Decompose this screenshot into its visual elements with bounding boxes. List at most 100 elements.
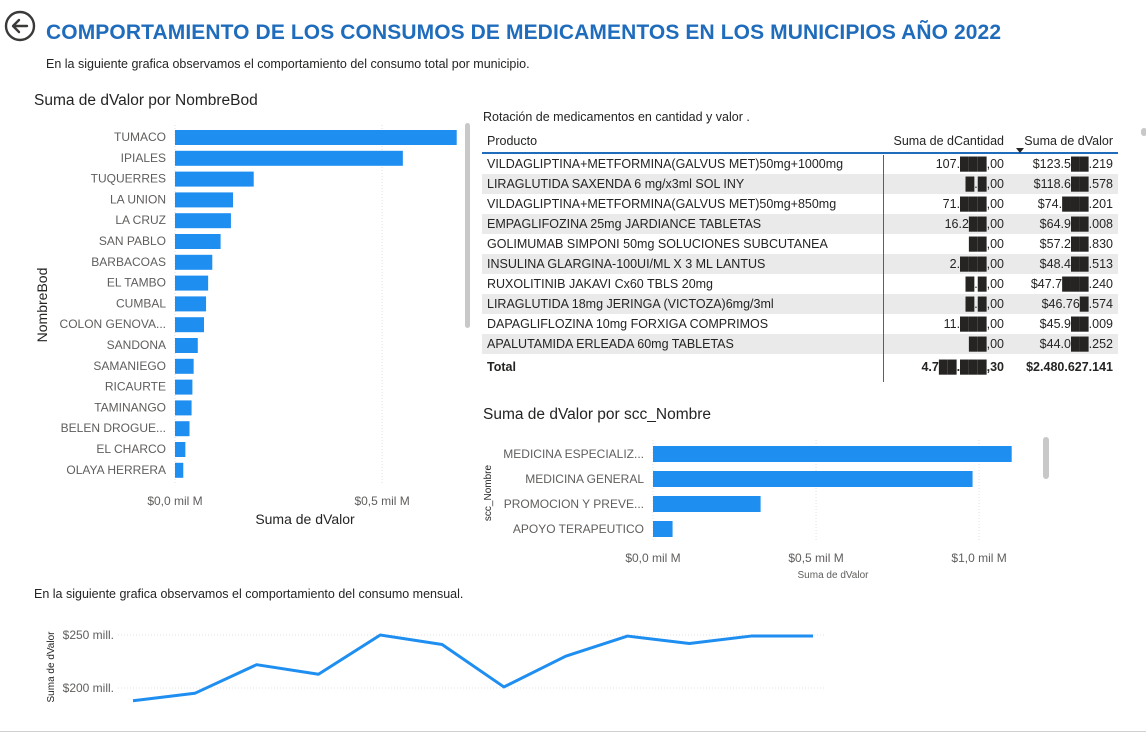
product-cell: EMPAGLIFOZINA 25mg JARDIANCE TABLETAS: [482, 214, 882, 234]
category-label: CUMBAL: [116, 296, 166, 310]
product-cell: VILDAGLIPTINA+METFORMINA(GALVUS MET)50mg…: [487, 157, 844, 171]
bar: [175, 379, 193, 395]
x-tick-label: $0,0 mil M: [147, 494, 202, 508]
column-header-cantidad[interactable]: Suma de dCantidad: [882, 130, 1009, 154]
y-tick-label: $200 mill.: [63, 681, 114, 695]
category-label: LA CRUZ: [115, 213, 166, 227]
scc-chart-scrollbar[interactable]: [1043, 437, 1049, 547]
cantidad-cell: 16.2██,00: [882, 214, 1009, 234]
cantidad-cell: █.█,00: [882, 294, 1009, 314]
x-axis-label: Suma de dValor: [798, 570, 870, 581]
product-cell: GOLIMUMAB SIMPONI 50mg SOLUCIONES SUBCUT…: [487, 237, 828, 251]
valor-cell: $57.2██.830: [1039, 237, 1113, 251]
bar: [175, 171, 254, 187]
column-header-producto[interactable]: Producto: [482, 130, 882, 154]
table-scrollbar-thumb[interactable]: [1141, 128, 1146, 136]
table-row[interactable]: DAPAGLIFLOZINA 10mg FORXIGA COMPRIMOS 11.…: [482, 314, 1118, 334]
table-header-row: Producto Suma de dCantidad Suma de dValo…: [482, 130, 1118, 154]
table-row[interactable]: INSULINA GLARGINA-100UI/ML X 3 ML LANTUS…: [482, 254, 1118, 274]
bar: [653, 471, 973, 487]
y-axis-label: scc_Nombre: [483, 465, 494, 522]
monthly-chart-title: En la siguiente grafica observamos el co…: [34, 587, 464, 601]
valor-cell: $123.5██.219: [1032, 157, 1113, 171]
back-arrow-icon[interactable]: [4, 10, 36, 42]
x-tick-label: $1,0 mil M: [951, 551, 1006, 565]
table-total-row: Total 4.7██.███,30 $2.480.627.141: [482, 354, 1118, 380]
total-label: Total: [482, 354, 882, 380]
category-label: LA UNION: [110, 192, 166, 206]
category-label: SAMANIEGO: [93, 359, 166, 373]
category-label: COLON GENOVA...: [60, 317, 166, 331]
table-row[interactable]: VILDAGLIPTINA+METFORMINA(GALVUS MET)50mg…: [482, 153, 1118, 174]
valor-cell: $48.4██.513: [1009, 254, 1118, 274]
valor-cell: $118.6██.578: [1009, 174, 1118, 194]
page-subtitle: En la siguiente grafica observamos el co…: [46, 57, 530, 71]
cantidad-cell: 11.███,00: [943, 317, 1004, 331]
x-axis-label: Suma de dValor: [255, 511, 355, 527]
product-cell: DAPAGLIFLOZINA 10mg FORXIGA COMPRIMOS: [487, 317, 769, 331]
category-label: TUMACO: [114, 130, 166, 144]
table-row[interactable]: RUXOLITINIB JAKAVI Cx60 TBLS 20mg █.█,00 $…: [482, 274, 1118, 294]
table-column-divider: [883, 155, 884, 382]
bar: [175, 130, 457, 145]
valor-cell: $74.███.201: [1037, 197, 1113, 211]
bar: [175, 254, 213, 270]
column-header-valor-label: Suma de dValor: [1024, 134, 1113, 148]
product-cell: LIRAGLUTIDA SAXENDA 6 mg/x3ml SOL INY: [482, 174, 882, 194]
category-label: RICAURTE: [105, 380, 166, 394]
sort-descending-icon[interactable]: [1016, 148, 1024, 153]
category-label: TAMINANGO: [94, 400, 166, 414]
table-row[interactable]: VILDAGLIPTINA+METFORMINA(GALVUS MET)50mg…: [482, 194, 1118, 214]
category-label: IPIALES: [121, 151, 166, 165]
bar: [653, 496, 761, 512]
table-row[interactable]: LIRAGLUTIDA 18mg JERINGA (VICTOZA)6mg/3m…: [482, 294, 1118, 314]
bar: [175, 400, 192, 416]
medication-table: Producto Suma de dCantidad Suma de dValo…: [482, 130, 1118, 386]
bar: [175, 150, 403, 166]
valor-cell: $47.7███.240: [1030, 277, 1113, 291]
x-tick-label: $0,5 mil M: [354, 494, 409, 508]
bar: [175, 462, 184, 478]
cantidad-cell: 107.███,00: [935, 157, 1004, 171]
municipio-chart-scrollbar[interactable]: [465, 123, 470, 490]
bar: [175, 358, 194, 374]
bar: [175, 421, 190, 437]
cantidad-cell: 2.███,00: [882, 254, 1009, 274]
product-cell: VILDAGLIPTINA+METFORMINA(GALVUS MET)50mg…: [487, 197, 837, 211]
table-row[interactable]: APALUTAMIDA ERLEADA 60mg TABLETAS ██,00 $4…: [482, 334, 1118, 354]
scrollbar-thumb[interactable]: [465, 123, 470, 328]
scc-bar-chart: $0,0 mil M $0,5 mil M $1,0 mil M MEDICINA E…: [483, 440, 1012, 581]
cantidad-cell: █.█,00: [965, 277, 1004, 291]
scrollbar-thumb[interactable]: [1043, 437, 1049, 479]
category-label: MEDICINA ESPECIALIZ...: [503, 447, 644, 461]
category-label: BELEN DROGUE...: [61, 421, 166, 435]
table-row[interactable]: LIRAGLUTIDA SAXENDA 6 mg/x3ml SOL INY █.█…: [482, 174, 1118, 194]
category-label: APOYO TERAPEUTICO: [513, 522, 644, 536]
product-cell: RUXOLITINIB JAKAVI Cx60 TBLS 20mg: [487, 277, 714, 291]
bar: [175, 296, 207, 312]
bar: [175, 442, 186, 457]
x-tick-label: $0,0 mil M: [625, 551, 680, 565]
product-cell: INSULINA GLARGINA-100UI/ML X 3 ML LANTUS: [482, 254, 882, 274]
category-label: MEDICINA GENERAL: [525, 472, 644, 486]
bar: [653, 521, 673, 537]
table-title: Rotación de medicamentos en cantidad y v…: [483, 110, 750, 124]
category-label: BARBACOAS: [91, 255, 166, 269]
series-line: [132, 633, 813, 703]
valor-cell: $64.9██.008: [1009, 214, 1118, 234]
category-label: SAN PABLO: [99, 234, 166, 248]
monthly-line-chart: $250 mill. $200 mill. Suma de dValor: [46, 628, 825, 703]
category-label: PROMOCION Y PREVE...: [504, 497, 644, 511]
category-label: EL CHARCO: [96, 442, 166, 456]
cantidad-cell: ██,00: [968, 237, 1004, 251]
bar: [175, 317, 204, 333]
bar: [175, 213, 231, 229]
x-tick-label: $0,5 mil M: [788, 551, 843, 565]
y-tick-label: $250 mill.: [63, 628, 114, 642]
cantidad-cell: █.█,00: [882, 174, 1009, 194]
valor-cell: $46.76█.574: [1009, 294, 1118, 314]
y-axis-label: Suma de dValor: [46, 631, 57, 703]
table-row[interactable]: EMPAGLIFOZINA 25mg JARDIANCE TABLETAS 16.…: [482, 214, 1118, 234]
table-row[interactable]: GOLIMUMAB SIMPONI 50mg SOLUCIONES SUBCUT…: [482, 234, 1118, 254]
column-header-valor[interactable]: Suma de dValor: [1009, 130, 1118, 154]
